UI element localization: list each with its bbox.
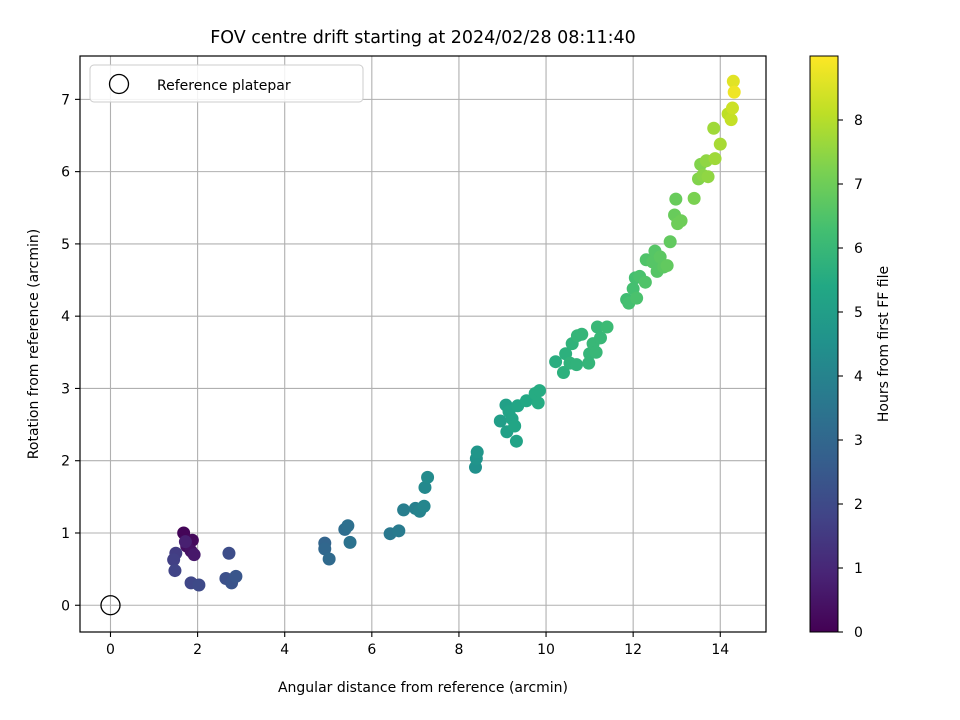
legend-marker-open-circle [108, 73, 130, 95]
colorbar-label: Hours from first FF file [876, 266, 892, 422]
data-point [638, 275, 652, 289]
y-tick-label: 3 [61, 381, 70, 397]
data-point [178, 535, 192, 549]
data-point [187, 548, 201, 562]
x-tick-label: 6 [367, 642, 376, 658]
x-tick-label: 4 [280, 642, 289, 658]
data-point [727, 85, 741, 99]
x-axis-label: Angular distance from reference (arcmin) [278, 680, 568, 696]
legend: Reference platepar [89, 64, 364, 103]
colorbar-tick-label: 7 [854, 177, 863, 193]
data-point [556, 366, 570, 380]
data-point [708, 152, 722, 166]
data-point [470, 445, 484, 459]
data-point [421, 470, 435, 484]
data-point [724, 113, 738, 127]
data-point [630, 291, 644, 305]
data-point [701, 170, 715, 184]
y-tick-label: 0 [61, 598, 70, 614]
x-tick-label: 0 [106, 642, 115, 658]
data-point [589, 345, 603, 359]
chart-title: FOV centre drift starting at 2024/02/28 … [210, 28, 636, 48]
data-point [575, 327, 589, 341]
y-axis-label: Rotation from reference (arcmin) [26, 229, 42, 459]
data-point [493, 414, 507, 428]
colorbar-tick-label: 6 [854, 241, 863, 257]
data-point [660, 259, 674, 273]
data-point [508, 419, 522, 433]
colorbar-tick-label: 1 [854, 561, 863, 577]
data-point [707, 121, 721, 135]
data-point [582, 356, 596, 370]
x-tick-label: 12 [624, 642, 642, 658]
colorbar-tick-label: 2 [854, 497, 863, 513]
data-point [509, 434, 523, 448]
colorbar-gradient [809, 55, 839, 633]
reference-platepar-marker [100, 595, 121, 616]
y-tick-label: 7 [61, 92, 70, 108]
data-point [417, 499, 431, 513]
colorbar-tick-label: 4 [854, 369, 863, 385]
data-point [590, 320, 604, 334]
y-tick-label: 5 [61, 237, 70, 253]
x-tick-label: 2 [193, 642, 202, 658]
data-point [418, 480, 432, 494]
data-point [674, 214, 688, 228]
x-tick-label: 10 [537, 642, 555, 658]
y-tick-label: 2 [61, 454, 70, 470]
data-point [519, 394, 533, 408]
data-point [669, 192, 683, 206]
data-point [600, 320, 614, 334]
data-point [167, 553, 181, 567]
colorbar-tick-label: 3 [854, 433, 863, 449]
data-point [392, 524, 406, 538]
data-point [343, 535, 357, 549]
data-point [549, 355, 563, 369]
data-point [192, 578, 206, 592]
data-point [222, 546, 236, 560]
x-tick-label: 14 [711, 642, 729, 658]
data-point [397, 503, 411, 517]
x-tick-label: 8 [454, 642, 463, 658]
legend-box [89, 64, 364, 103]
y-tick-label: 1 [61, 526, 70, 542]
data-point [341, 519, 355, 533]
legend-label: Reference platepar [157, 78, 291, 94]
colorbar-tick-label: 5 [854, 305, 863, 321]
colorbar: 0 1 2 3 4 5 6 7 8 Hours from first FF file [809, 55, 892, 641]
data-point [687, 191, 701, 205]
data-point [593, 331, 607, 345]
data-point [168, 564, 182, 578]
y-tick-label: 6 [61, 165, 70, 181]
colorbar-tick-label: 8 [854, 113, 863, 129]
y-tick-label: 4 [61, 309, 70, 325]
data-point [570, 358, 584, 372]
data-point [725, 101, 739, 115]
data-point [663, 235, 677, 249]
colorbar-tick-label: 0 [854, 625, 863, 641]
data-point [322, 552, 336, 566]
data-point [726, 74, 740, 88]
data-point [653, 250, 667, 264]
data-point [229, 569, 243, 583]
data-point [533, 384, 547, 398]
data-point [531, 396, 545, 410]
plot-frame [79, 55, 767, 633]
data-point [713, 137, 727, 151]
data-point [318, 542, 332, 556]
